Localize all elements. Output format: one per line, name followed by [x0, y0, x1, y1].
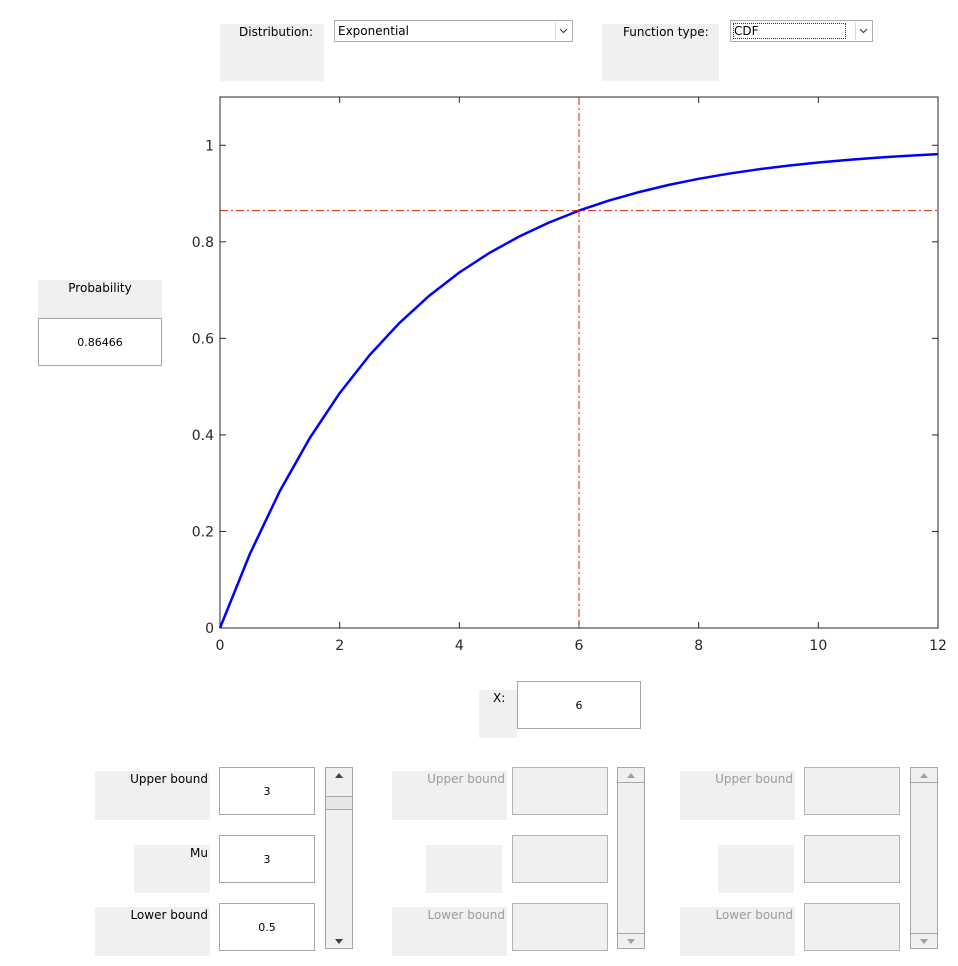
param2-lower-field — [512, 903, 608, 951]
x-tick-label: 2 — [335, 638, 344, 654]
x-tick-label: 4 — [455, 638, 464, 654]
y-tick-label: 0 — [205, 621, 214, 637]
param1-upper-label-panel: Upper bound — [95, 771, 210, 820]
y-tick-label: 1 — [205, 138, 214, 154]
param1-slider[interactable] — [325, 767, 353, 949]
param1-lower-field[interactable]: 0.5 — [219, 903, 315, 951]
param1-name-panel: Mu — [134, 845, 210, 893]
param3-upper-label-panel: Upper bound — [680, 771, 795, 820]
param3-upper-field — [804, 767, 900, 815]
param1-value-field[interactable]: 3 — [219, 835, 315, 883]
param2-lower-label-panel: Lower bound — [392, 907, 507, 956]
param3-slider — [910, 767, 938, 949]
param3-lower-label: Lower bound — [715, 908, 793, 922]
slider-up-arrow-icon — [618, 768, 644, 783]
x-tick-label: 6 — [575, 638, 584, 654]
param2-name-panel — [426, 845, 502, 893]
function-type-value: CDF — [733, 23, 846, 39]
y-tick-label: 0.2 — [192, 524, 214, 540]
function-type-label: Function type: — [623, 25, 709, 39]
probability-field: 0.86466 — [38, 318, 162, 366]
param2-slider — [617, 767, 645, 949]
distribution-value: Exponential — [338, 24, 409, 38]
y-tick-label: 0.8 — [192, 235, 214, 251]
x-tick-label: 10 — [809, 638, 827, 654]
y-tick-label: 0.4 — [192, 428, 214, 444]
x-value-field[interactable]: 6 — [517, 681, 641, 729]
param1-name-label: Mu — [190, 846, 208, 860]
param3-lower-field — [804, 903, 900, 951]
param1-upper-field[interactable]: 3 — [219, 767, 315, 815]
x-label-panel: X: — [479, 690, 517, 738]
param2-upper-label-panel: Upper bound — [392, 771, 507, 820]
function-type-label-panel: Function type: — [602, 24, 719, 81]
x-tick-label: 0 — [216, 638, 225, 654]
cdf-plot[interactable]: 0 2 4 6 8 10 12 0 0.2 0.4 0.6 0.8 1 — [0, 0, 958, 670]
slider-thumb[interactable] — [326, 796, 352, 810]
chevron-down-icon[interactable] — [855, 22, 871, 40]
y-tick-label: 0.6 — [192, 331, 214, 347]
plot-axes-box — [219, 96, 939, 629]
slider-down-arrow-icon — [911, 933, 937, 948]
x-tick-label: 12 — [929, 638, 947, 654]
param3-name-panel — [718, 845, 794, 893]
param1-lower-label-panel: Lower bound — [95, 907, 210, 956]
param2-value-field — [512, 835, 608, 883]
slider-up-arrow-icon[interactable] — [326, 768, 352, 782]
distribution-label-panel: Distribution: — [220, 24, 324, 81]
x-label: X: — [493, 691, 506, 705]
probability-label-panel: Probability — [38, 280, 162, 318]
function-type-select[interactable]: CDF — [730, 20, 873, 42]
param2-upper-field — [512, 767, 608, 815]
distribution-select[interactable]: Exponential — [334, 20, 573, 42]
param3-lower-label-panel: Lower bound — [680, 907, 795, 956]
param1-upper-label: Upper bound — [130, 772, 208, 786]
slider-up-arrow-icon — [911, 768, 937, 783]
slider-down-arrow-icon[interactable] — [326, 934, 352, 948]
distribution-label: Distribution: — [239, 25, 314, 39]
slider-down-arrow-icon — [618, 933, 644, 948]
chevron-down-icon[interactable] — [555, 22, 571, 40]
x-tick-label: 8 — [694, 638, 703, 654]
param1-lower-label: Lower bound — [130, 908, 208, 922]
param3-value-field — [804, 835, 900, 883]
param2-upper-label: Upper bound — [427, 772, 505, 786]
probability-label: Probability — [68, 281, 132, 295]
param2-lower-label: Lower bound — [427, 908, 505, 922]
param3-upper-label: Upper bound — [715, 772, 793, 786]
